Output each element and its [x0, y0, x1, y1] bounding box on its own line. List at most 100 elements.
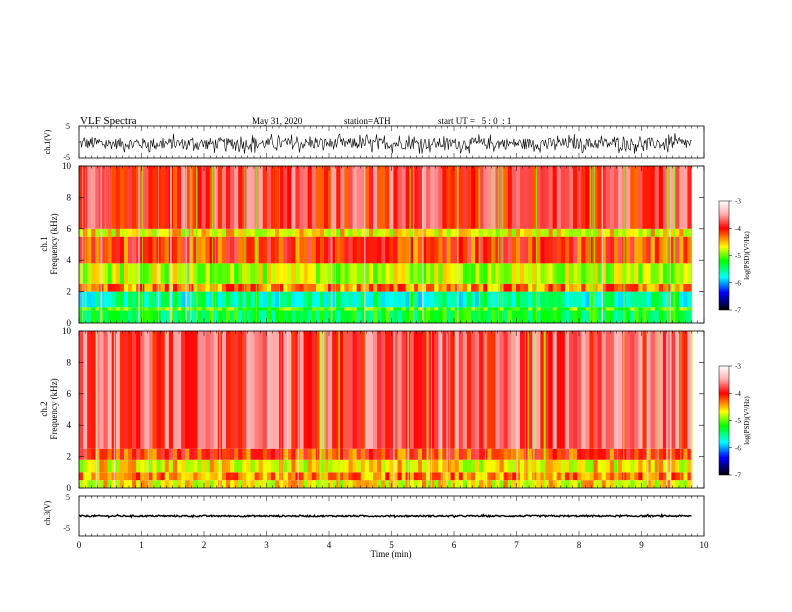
ch2-spec-streak-32 [680, 331, 682, 488]
ch1-spec-cell-b2-c47 [270, 291, 276, 308]
ch1-spec-cell-b4-c64 [340, 263, 345, 284]
ch2-spec-cell-b4-c28 [193, 331, 198, 449]
ch2-spec-cell-b1-c83 [417, 472, 423, 481]
ch2-spec-cell-b2-c24 [177, 459, 182, 473]
ch2-spec-cell-b1-c147 [679, 472, 684, 481]
ch2-spec-cell-b2-c71 [368, 459, 374, 473]
ch2-spec-cell-b3-c145 [671, 448, 676, 460]
ch1-spec-cell-b4-c38 [234, 263, 239, 284]
ch2-spec-cell-b2-c10 [119, 459, 125, 473]
ch1-spec-cell-b2-c145 [671, 291, 676, 308]
ch1-spec-cell-b0-c147 [679, 310, 684, 323]
ch1-spec-cell-b3-c51 [287, 283, 292, 292]
ch1-spec-cell-b7-c9 [115, 166, 121, 229]
ch1-spec-cell-b5-c24 [177, 236, 182, 264]
ch1-spec-cell-b6-c111 [532, 228, 537, 237]
ch1-spec-cell-b0-c10 [119, 310, 125, 323]
ch2-spec-cell-b2-c90 [446, 459, 451, 473]
ch1-spec-cell-b1-c117 [556, 307, 562, 311]
ch1-spec-cell-b6-c75 [385, 228, 390, 237]
ch2-spec-cell-b0-c133 [622, 480, 627, 488]
ch1-spec-cell-b0-c38 [234, 310, 239, 323]
ch1-spec-cell-b4-c112 [536, 263, 541, 284]
ch1-spec-cell-b4-c66 [348, 263, 353, 284]
ch2-spec-cell-b2-c78 [397, 459, 402, 473]
ch2-spec-cell-b0-c73 [377, 480, 382, 488]
ch1-spec-cell-b0-c117 [556, 310, 562, 323]
ch1-spec-cell-b2-c62 [332, 291, 337, 308]
ch2-spec-cell-b1-c40 [242, 472, 247, 481]
ch1-spec-cell-b1-c104 [503, 307, 509, 311]
ch1-spec-cell-b2-c46 [266, 291, 272, 308]
ch1-spec-cell-b2-c121 [573, 291, 578, 308]
ch1-spec-cell-b6-c18 [152, 228, 157, 237]
ch2-spec-cell-b4-c133 [622, 331, 627, 449]
ch2-spec-cell-b2-c110 [528, 459, 533, 473]
ch2-spec-cell-b2-c57 [311, 459, 317, 473]
ch1-spec-cell-b0-c103 [499, 310, 505, 323]
ch2-spec-cell-b2-c62 [332, 459, 337, 473]
ch1-spec-cell-b6-c92 [454, 228, 460, 237]
ch2-spec-cell-b3-c104 [503, 448, 509, 460]
ch1-spec-cell-b6-c93 [458, 228, 464, 237]
ch2-spec-streak-6 [280, 331, 282, 488]
ch1-spec-cell-b1-c73 [377, 307, 382, 311]
ch2-spec-cell-b2-c100 [487, 459, 492, 473]
ch1-spec-cell-b5-c141 [654, 236, 660, 264]
ch2-spec-cell-b1-c143 [662, 472, 668, 481]
ch1-spec-cell-b2-c107 [515, 291, 521, 308]
ch1-spec-cell-b3-c24 [177, 283, 182, 292]
ch1-spec-cell-b7-c125 [589, 166, 594, 229]
ch1-spec-cell-b6-c12 [128, 228, 133, 237]
ch1-spec-cell-b4-c134 [626, 263, 631, 284]
ch2-spec-cell-b0-c12 [128, 480, 133, 488]
ch1-spec-cell-b7-c108 [520, 166, 525, 229]
ch2-spec-cell-b4-c57 [311, 331, 317, 449]
ch2-spec-cell-b3-c39 [238, 448, 243, 460]
ch2-spec-cell-b0-c0 [79, 480, 84, 488]
ch1-spec-cell-b1-c75 [385, 307, 390, 311]
x-tick-label-6: 6 [452, 540, 457, 550]
ch1-spec-cell-b5-c26 [185, 236, 190, 264]
ch1-spec-cell-b5-c130 [609, 236, 615, 264]
ch2-spec-cell-b4-c37 [230, 331, 235, 449]
ch1-spec-streak-12 [244, 166, 246, 323]
ch1-spec-streak-20 [170, 166, 172, 323]
ch2-spec-cell-b1-c136 [634, 472, 639, 481]
ch2-spec-cell-b2-c107 [515, 459, 521, 473]
ch1-spec-cell-b7-c8 [111, 166, 117, 229]
ch2-spec-cell-b2-c104 [503, 459, 509, 473]
ch1-spec-cell-b2-c83 [417, 291, 423, 308]
ch2-spec-cell-b1-c96 [471, 472, 476, 481]
ch2-spec-cell-b3-c11 [123, 448, 129, 460]
ch1-spec-cell-b5-c73 [377, 236, 382, 264]
ch2-spec-cell-b1-c25 [181, 472, 186, 481]
ch2-spec-cell-b3-c147 [679, 448, 684, 460]
ch2-spec-cell-b4-c141 [654, 331, 660, 449]
ch1-spec-cell-b4-c148 [683, 263, 688, 284]
ch2-spec-cell-b2-c1 [83, 459, 88, 473]
ch1-colorbar-tick-label-2: -5 [735, 252, 741, 260]
ch1-spec-cell-b6-c145 [671, 228, 676, 237]
ch2-spec-cell-b3-c13 [132, 448, 137, 460]
ch1-spec-cell-b5-c38 [234, 236, 239, 264]
ch2-spec-cell-b3-c149 [687, 448, 692, 460]
ch1-spec-cell-b1-c21 [164, 307, 170, 311]
ch1-spec-cell-b6-c94 [462, 228, 468, 237]
ch1-wave-ticks [78, 126, 705, 158]
ch1-spec-cell-b6-c114 [544, 228, 549, 237]
ch2-spec-cell-b1-c139 [646, 472, 652, 481]
ch1-spec-cell-b4-c68 [356, 263, 362, 284]
ch1-spec-cell-b1-c71 [368, 307, 374, 311]
ch1-spec-cell-b4-c79 [401, 263, 407, 284]
ch1-spec-cell-b3-c98 [479, 283, 484, 292]
ch1-spec-cell-b7-c79 [401, 166, 407, 229]
ch1-spec-cell-b7-c67 [352, 166, 358, 229]
ch1-spec-cell-b4-c31 [205, 263, 211, 284]
ch1-spec-cell-b0-c35 [221, 310, 227, 323]
ch1-spec-cell-b3-c70 [364, 283, 370, 292]
ch2-spec-cell-b1-c114 [544, 472, 549, 481]
ch2-spec-cell-b0-c60 [324, 480, 329, 488]
ch1-spec-cell-b0-c17 [148, 310, 153, 323]
ch2-spec-cell-b1-c16 [144, 472, 149, 481]
